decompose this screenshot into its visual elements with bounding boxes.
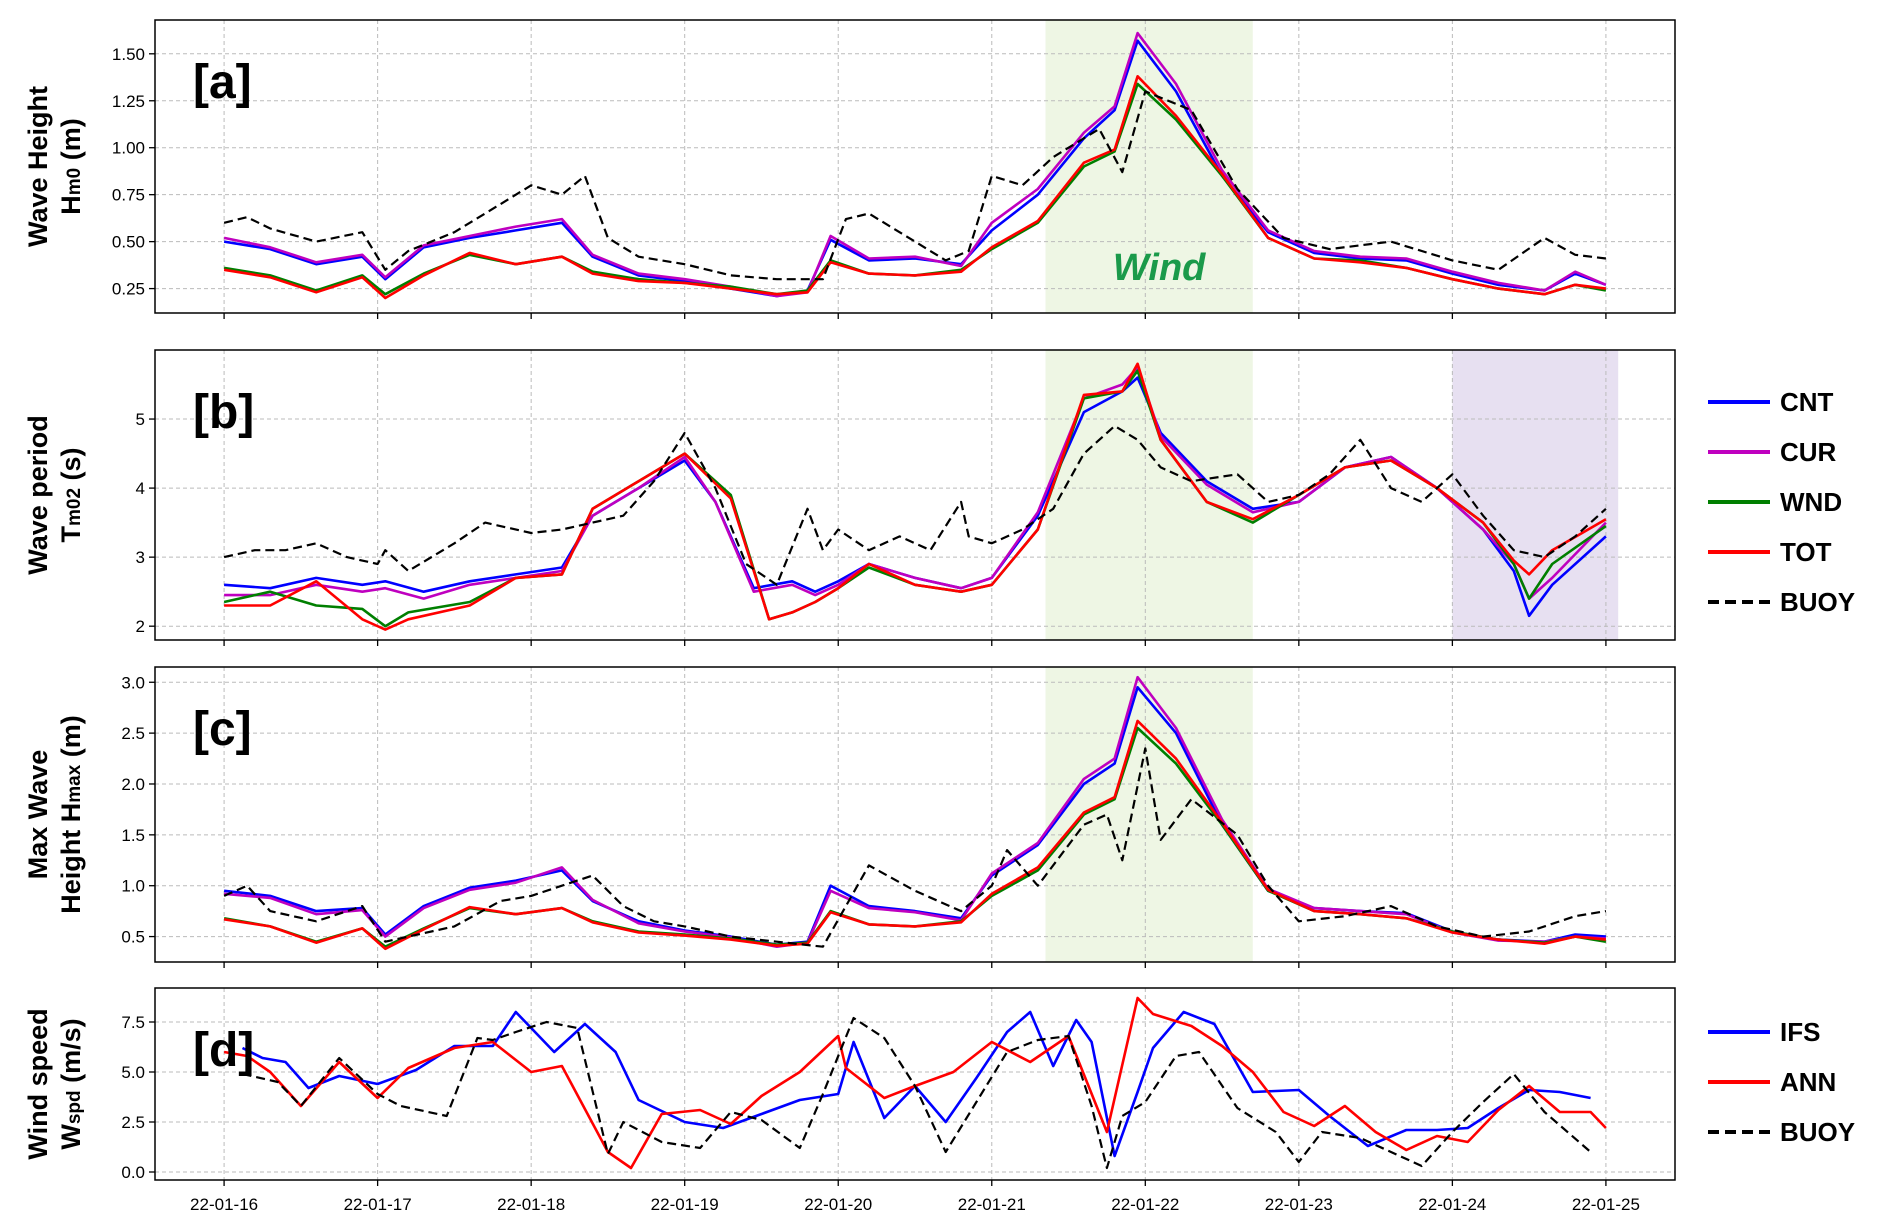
x-tick-label: 22-01-22 <box>1111 1195 1179 1214</box>
legend-label-ifs: IFS <box>1780 1017 1820 1047</box>
x-tick-label: 22-01-23 <box>1265 1195 1333 1214</box>
x-tick-label: 22-01-20 <box>804 1195 872 1214</box>
y-tick-label: 5 <box>136 410 145 429</box>
y-tick-label: 3.0 <box>121 673 145 692</box>
series-tot-line <box>223 75 1607 300</box>
wind-annotation: Wind <box>1113 247 1206 289</box>
legend-label-wnd: WND <box>1780 487 1842 517</box>
y-axis-label-line1: Wave period <box>23 415 53 575</box>
y-axis-label-line2: Height Hmax (m) <box>56 715 86 914</box>
y-tick-label: 1.00 <box>112 139 145 158</box>
series-cur-line <box>224 365 1607 600</box>
y-tick-label: 2.5 <box>121 1113 145 1132</box>
panel-b: 2 3 4 5 [b] Wave period Tm02 (s) <box>23 349 1676 646</box>
x-tick-label: 22-01-16 <box>190 1195 258 1214</box>
purple-shade-band <box>1452 350 1619 640</box>
y-axis-label-line2: Tm02 (s) <box>56 447 86 542</box>
legend-label-ann: ANN <box>1780 1067 1836 1097</box>
y-axis-label-line1: Wind speed <box>23 1008 53 1159</box>
y-tick-label: 1.0 <box>121 877 145 896</box>
plot-frame <box>154 19 1676 314</box>
legend-wind: IFS ANN BUOY <box>1708 1017 1855 1147</box>
y-tick-label: 2 <box>136 617 145 636</box>
y-tick-label: 1.50 <box>112 45 145 64</box>
wind-shade-band <box>1045 667 1253 962</box>
series-cnt-line <box>223 39 1607 298</box>
legend-label-tot: TOT <box>1780 537 1832 567</box>
panel-label: [b] <box>193 386 254 439</box>
legend-label-cnt: CNT <box>1780 387 1834 417</box>
y-tick-label: 1.25 <box>112 92 145 111</box>
series-cnt-line <box>224 376 1607 618</box>
plot-frame <box>154 349 1676 641</box>
series-cur-line <box>223 675 1606 949</box>
legend-waves: CNT CUR WND TOT BUOY <box>1708 387 1855 617</box>
y-tick-label: 2.5 <box>121 724 145 743</box>
series-buoy-line <box>242 1016 1592 1170</box>
series-ann-line <box>223 996 1607 1170</box>
y-tick-label: 0.5 <box>121 928 145 947</box>
x-tick-label: 22-01-21 <box>958 1195 1026 1214</box>
y-axis-label-line1: Wave Height <box>23 86 53 247</box>
legend-label-buoy: BUOY <box>1780 1117 1855 1147</box>
legend-label-cur: CUR <box>1780 437 1837 467</box>
series-buoy-line <box>223 90 1607 281</box>
y-tick-label: 0.0 <box>121 1163 145 1182</box>
panel-label: [a] <box>193 56 252 109</box>
y-tick-label: 3 <box>136 548 145 567</box>
panel-label: [d] <box>193 1024 254 1077</box>
panel-d: 0.0 2.5 5.0 7.5 [d] Wind speed Wspd (m/s) <box>23 987 1676 1186</box>
panel-label: [c] <box>193 703 252 756</box>
series-tot-line <box>224 362 1607 631</box>
panel-a: 0.25 0.50 0.75 1.00 1.25 1.50 [a] Wave Height Hm… <box>23 19 1676 319</box>
y-tick-label: 0.50 <box>112 233 145 252</box>
x-tick-label: 22-01-17 <box>344 1195 412 1214</box>
y-tick-label: 0.25 <box>112 280 145 299</box>
x-axis: 22-01-16 22-01-17 22-01-18 22-01-19 22-01-20… <box>190 1195 1640 1214</box>
y-tick-label: 0.75 <box>112 186 145 205</box>
y-tick-label: 5.0 <box>121 1063 145 1082</box>
panel-c: 0.5 1.0 1.5 2.0 2.5 3.0 [c] Max Wave Height Hmax… <box>23 666 1676 968</box>
series-ifs-line <box>241 1010 1591 1158</box>
series-wnd-line <box>223 369 1607 628</box>
series-buoy-line <box>223 424 1607 586</box>
y-axis-label-line1: Max Wave <box>23 750 53 880</box>
x-tick-label: 22-01-25 <box>1572 1195 1640 1214</box>
y-axis-label-line2: Wspd (m/s) <box>56 1018 86 1149</box>
x-tick-label: 22-01-24 <box>1418 1195 1486 1214</box>
x-tick-label: 22-01-18 <box>497 1195 565 1214</box>
y-axis-label-line2: Hm0 (m) <box>56 118 86 214</box>
legend-label-buoy: BUOY <box>1780 587 1855 617</box>
plot-frame <box>154 987 1676 1181</box>
y-tick-label: 7.5 <box>121 1013 145 1032</box>
series-tot-line <box>223 719 1607 951</box>
x-tick-label: 22-01-19 <box>651 1195 719 1214</box>
series-cur-line <box>223 31 1607 298</box>
y-tick-label: 1.5 <box>121 826 145 845</box>
series-wnd-line <box>223 82 1607 296</box>
plot-frame <box>154 666 1676 963</box>
series-buoy-line <box>223 747 1607 948</box>
y-tick-label: 2.0 <box>121 775 145 794</box>
y-tick-label: 4 <box>136 479 145 498</box>
